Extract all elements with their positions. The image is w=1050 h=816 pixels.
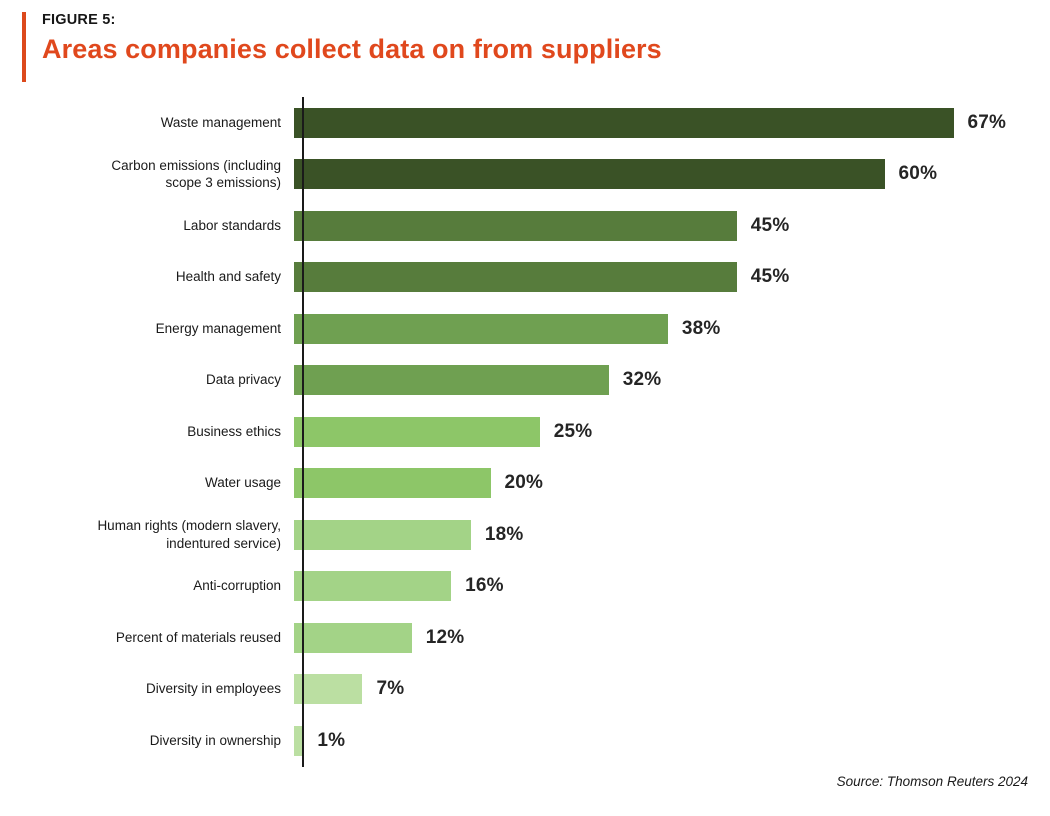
bar — [293, 416, 540, 447]
bar — [293, 468, 491, 499]
category-label: Carbon emissions (including scope 3 emis… — [111, 157, 281, 191]
bar-track: 25% — [292, 406, 1050, 458]
value-label: 25% — [553, 420, 593, 442]
category-label: Percent of materials reused — [115, 629, 281, 645]
chart-row: Human rights (modern slavery, indentured… — [0, 509, 1050, 561]
chart-row: Diversity in ownership 1% — [0, 715, 1050, 767]
value-label: 45% — [750, 266, 790, 288]
bar — [293, 262, 737, 293]
chart-row: Waste management 67% — [0, 97, 1050, 149]
bar-track: 32% — [292, 355, 1050, 407]
bar — [293, 519, 471, 550]
source-note: Source: Thomson Reuters 2024 — [836, 774, 1028, 789]
bar-track: 60% — [292, 149, 1050, 201]
value-label: 45% — [750, 214, 790, 236]
bar — [293, 313, 668, 344]
bar-track: 1% — [292, 715, 1050, 767]
category-label: Water usage — [204, 475, 281, 491]
accent-bar — [22, 12, 26, 82]
bar-chart: Waste management 67% Carbon emissions (inc… — [0, 97, 1050, 767]
chart-row: Water usage 20% — [0, 458, 1050, 510]
category-label: Business ethics — [187, 423, 281, 439]
chart-row: Percent of materials reused 12% — [0, 612, 1050, 664]
chart-row: Diversity in employees 7% — [0, 664, 1050, 716]
chart-row: Business ethics 25% — [0, 406, 1050, 458]
bar-track: 20% — [292, 458, 1050, 510]
category-label: Data privacy — [205, 372, 281, 388]
bar — [293, 210, 737, 241]
bar-track: 18% — [292, 509, 1050, 561]
bar — [293, 674, 363, 705]
figure-header: FIGURE 5: Areas companies collect data o… — [22, 10, 662, 82]
bar-track: 45% — [292, 252, 1050, 304]
category-label: Anti-corruption — [193, 578, 281, 594]
bar — [293, 622, 412, 653]
value-label: 12% — [425, 626, 465, 648]
category-label: Health and safety — [175, 269, 281, 285]
value-label: 7% — [376, 678, 405, 700]
category-label: Labor standards — [183, 217, 281, 233]
value-label: 16% — [465, 575, 504, 597]
bar — [293, 725, 304, 756]
chart-row: Data privacy 32% — [0, 355, 1050, 407]
category-label: Waste management — [160, 114, 281, 130]
bar — [293, 107, 954, 138]
bar-track: 7% — [292, 664, 1050, 716]
bar-track: 45% — [292, 200, 1050, 252]
category-label: Energy management — [155, 320, 281, 336]
page-title: Areas companies collect data on from sup… — [42, 34, 662, 64]
value-label: 32% — [622, 369, 662, 391]
chart-row: Labor standards 45% — [0, 200, 1050, 252]
category-label: Diversity in employees — [145, 681, 281, 697]
category-label: Human rights (modern slavery, indentured… — [97, 518, 281, 551]
chart-row: Carbon emissions (including scope 3 emis… — [0, 149, 1050, 201]
bar-track: 67% — [292, 97, 1050, 149]
chart-row: Anti-corruption 16% — [0, 561, 1050, 613]
bar-track: 16% — [292, 561, 1050, 613]
bar-track: 38% — [292, 303, 1050, 355]
bar — [293, 159, 885, 190]
bar — [293, 365, 609, 396]
chart-row: Health and safety 45% — [0, 252, 1050, 304]
value-label: 60% — [898, 163, 938, 185]
category-label: Diversity in ownership — [149, 732, 281, 748]
value-label: 67% — [967, 111, 1007, 133]
value-label: 1% — [317, 729, 346, 751]
figure-label: FIGURE 5: — [42, 12, 116, 28]
y-axis-line — [302, 97, 304, 767]
bar — [293, 571, 452, 602]
value-label: 20% — [504, 472, 544, 494]
value-label: 38% — [681, 317, 721, 339]
value-label: 18% — [484, 523, 524, 545]
bar-track: 12% — [292, 612, 1050, 664]
chart-row: Energy management 38% — [0, 303, 1050, 355]
